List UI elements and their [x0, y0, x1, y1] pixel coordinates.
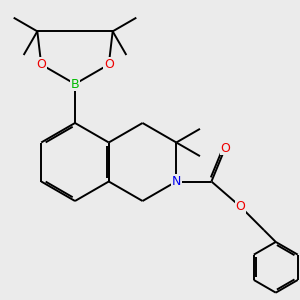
Text: O: O	[104, 58, 114, 71]
Text: O: O	[220, 142, 230, 155]
Text: O: O	[36, 58, 46, 71]
Text: B: B	[71, 77, 79, 91]
Text: O: O	[236, 200, 246, 213]
Text: N: N	[172, 175, 181, 188]
